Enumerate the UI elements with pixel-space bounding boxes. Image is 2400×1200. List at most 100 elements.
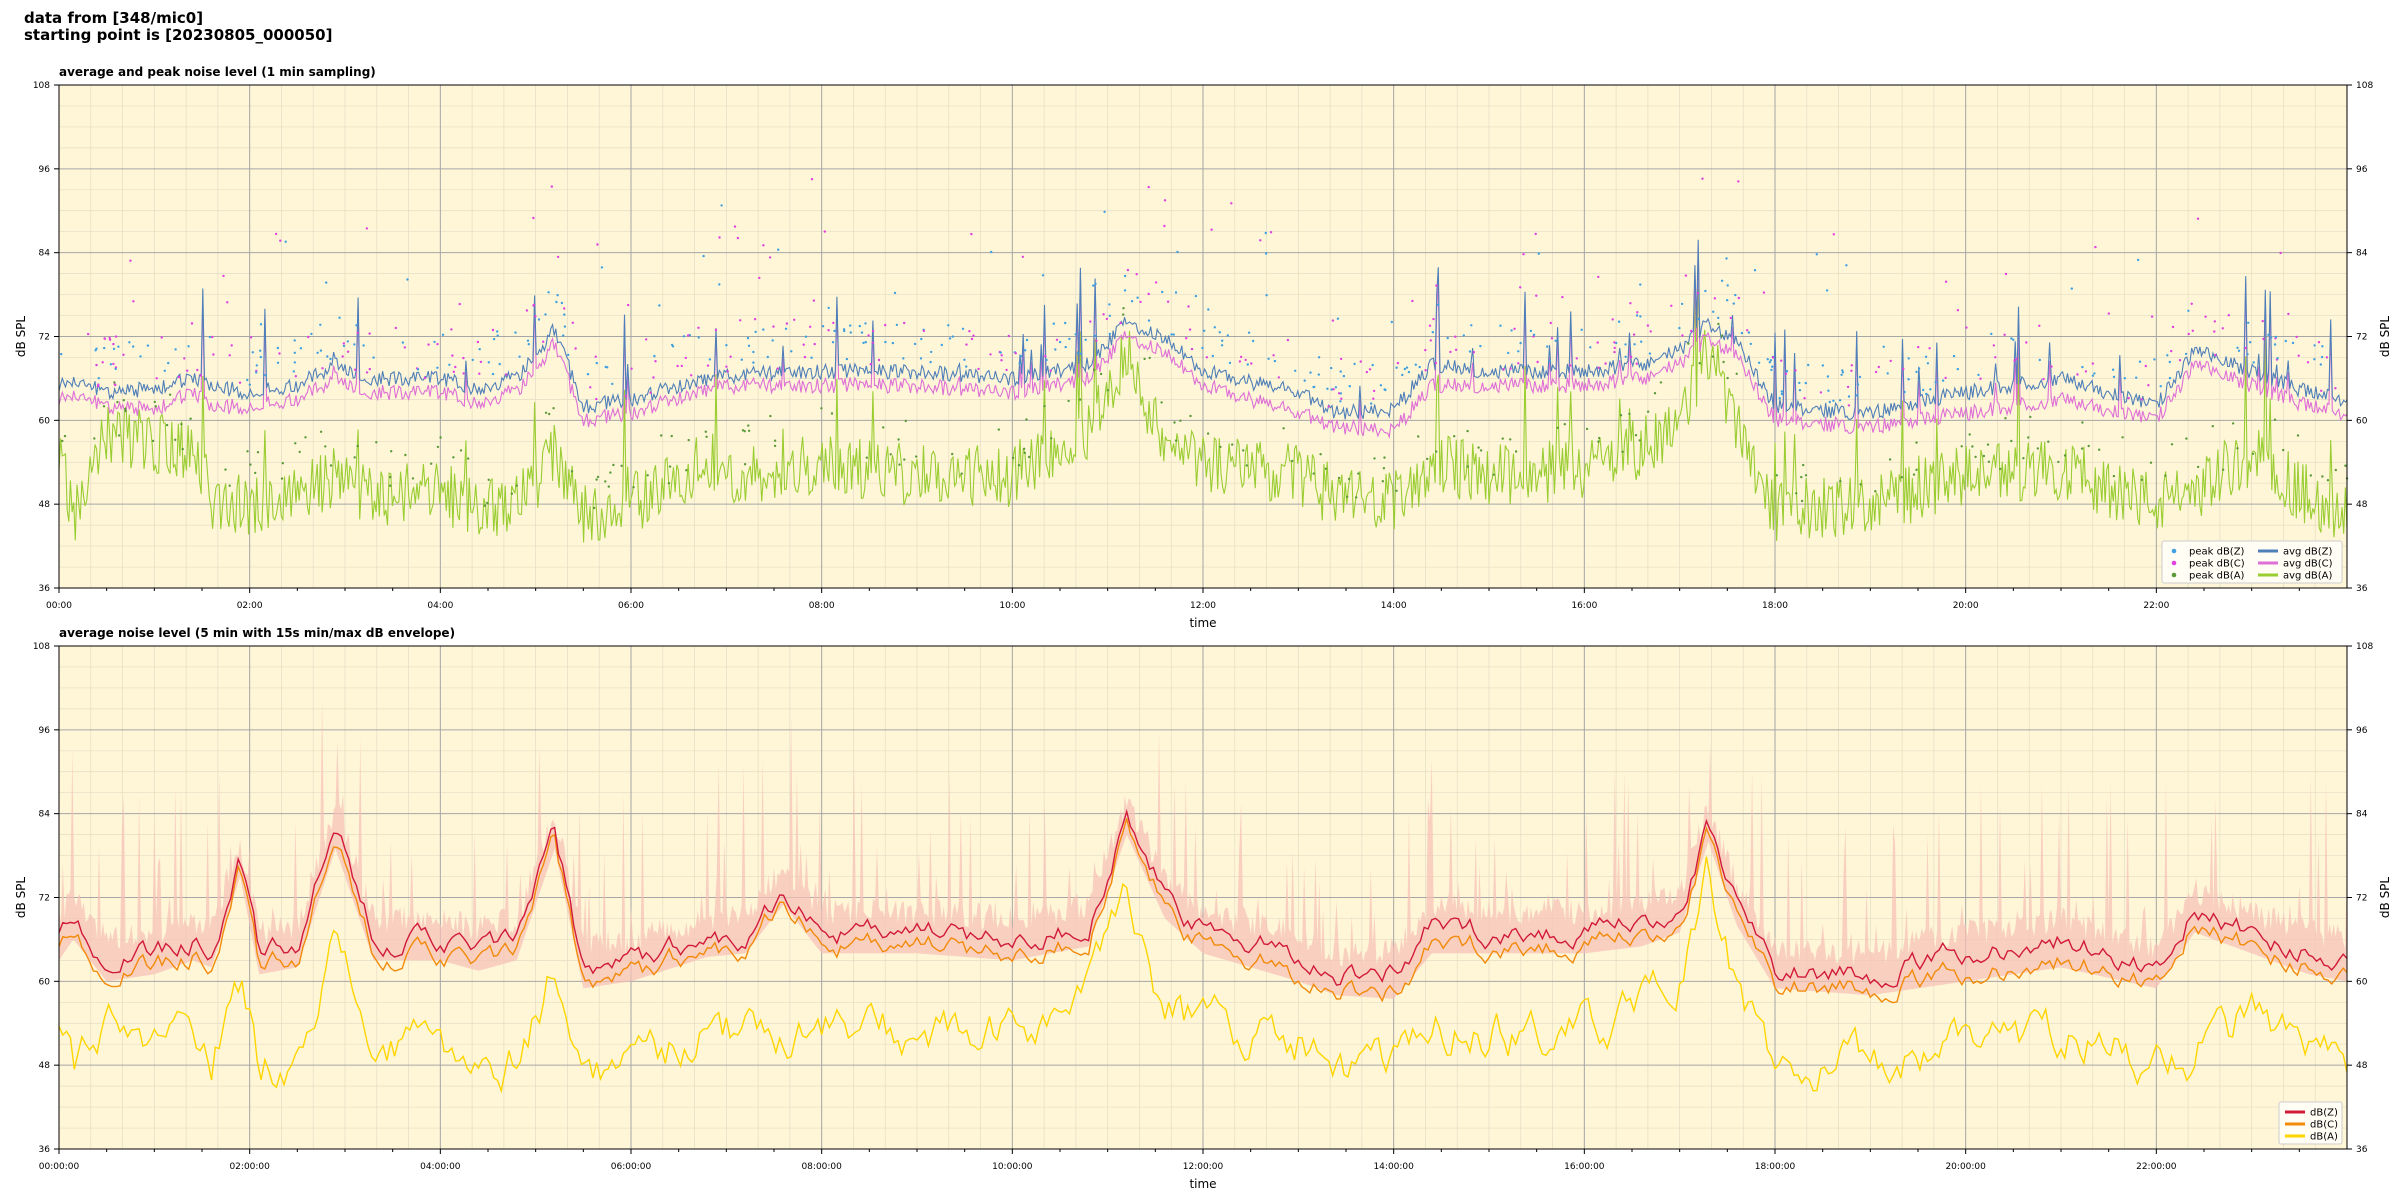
peak-dBC-point [1979,377,1982,380]
peak-dBA-point [2273,418,2277,421]
x-tick-label: 08:00 [809,601,835,611]
peak-dBZ-point [864,322,867,325]
peak-dBA-point [889,453,892,456]
legend: peak dB(Z) avg dB(Z) peak dB(C) avg dB(C) pe… [2161,540,2343,584]
peak-dBA-point [1231,443,1234,446]
y-tick-label: 72 [39,333,50,343]
peak-dBC-point [1696,292,1700,295]
peak-dBA-point [224,468,227,471]
peak-dBC-point [1889,359,1892,363]
peak-dBZ-point [718,283,721,286]
x-tick-label: 04:00 [427,601,453,611]
peak-dBA-point [113,381,116,384]
x-tick-label: 14:00:00 [1373,1162,1414,1172]
peak-dBZ-point [2136,258,2140,262]
peak-dBZ-point [1371,363,1374,367]
peak-dBC-point [596,243,599,246]
peak-dBA-point [2140,478,2143,481]
peak-dBC-point [1331,319,1335,322]
peak-dBC-point [394,326,397,330]
peak-dBZ-point [1615,341,1618,345]
y-tick-label: 96 [39,726,51,736]
peak-dBZ-point [1094,282,1097,285]
peak-dBC-point [525,309,529,312]
peak-dBZ-point [2321,345,2324,348]
peak-dBZ-point [1697,317,1701,321]
peak-dBC-point [753,318,757,321]
peak-dBA-point [2036,447,2040,450]
peak-dBC-point [1771,356,1775,359]
peak-dBA-point [1174,439,1178,442]
peak-dBA-point [467,457,470,460]
peak-dBZ-point [702,254,705,258]
peak-dBC-point [478,372,481,375]
peak-dBZ-point [1265,294,1268,297]
peak-dBZ-point [1064,345,1067,349]
peak-dBC-point [1154,281,1158,284]
peak-dBZ-point [1068,337,1071,341]
peak-dBC-point [458,302,461,306]
x-tick-label: 12:00:00 [1183,1162,1224,1172]
peak-dBZ-point [720,204,723,207]
peak-dBZ-point [1218,331,1222,334]
peak-dBA-point [116,400,119,404]
peak-dBZ-point [1977,373,1980,377]
peak-dBA-point [1915,468,1918,471]
peak-dBZ-point [930,350,933,354]
peak-dBC-point [1396,361,1400,365]
peak-dBC-point [654,360,657,363]
peak-dBA-point [2027,436,2030,439]
peak-dBZ-point [1815,253,1819,256]
peak-dBZ-point [940,343,943,347]
peak-dBZ-point [1446,336,1449,340]
y-tick-label: 108 [33,642,50,652]
peak-dBZ-point [248,383,251,386]
y-tick-label: 60 [39,977,51,987]
peak-dBZ-point [1395,366,1398,369]
peak-dBC-point [1105,317,1109,321]
peak-dBC-point [1794,369,1797,372]
peak-dBZ-point [329,357,332,361]
peak-dBC-point [758,276,761,280]
x-tick-label: 04:00:00 [420,1162,461,1172]
peak-dBZ-point [2267,333,2270,336]
peak-dBA-point [1915,441,1918,444]
peak-dBC-point [827,329,830,332]
peak-dBC-point [589,386,592,389]
peak-dBC-point [2147,384,2150,387]
peak-dBC-point [2213,330,2216,333]
peak-dBC-point [690,374,693,377]
peak-dBA-point [1653,392,1657,395]
peak-dBA-point [1022,447,1026,450]
chart-title: average and peak noise level (1 min samp… [59,65,376,79]
series-avg-dBA [58,275,2348,543]
peak-dBZ-point [1336,317,1340,320]
peak-dBC-point [108,338,112,341]
peak-dBZ-point [2273,343,2277,346]
peak-dBC-point [970,232,973,236]
peak-dBZ-point [299,347,303,350]
peak-dBA-point [1023,451,1026,455]
y-tick-label-right: 60 [2356,977,2368,987]
peak-dBZ-point [1309,371,1312,374]
peak-dBZ-point [1054,348,1057,351]
peak-dBA-point [1355,496,1358,499]
chart-panel-1: average and peak noise level (1 min samp… [14,65,2392,630]
peak-dBZ-point [2112,375,2116,379]
peak-dBC-point [1428,324,1432,327]
peak-dBC-point [1509,367,1512,370]
y-tick-label: 48 [39,1061,51,1071]
peak-dBZ-point [448,363,451,366]
peak-dBC-point [1681,334,1684,337]
peak-dBC-point [346,350,350,353]
peak-dBZ-point [1170,333,1173,336]
peak-dBC-point [1095,339,1098,342]
peak-dBA-point [897,438,900,441]
peak-dBZ-point [316,351,319,354]
peak-dBZ-point [537,318,541,321]
peak-dBZ-point [2153,358,2156,361]
peak-dBC-point [1049,369,1052,372]
peak-dBC-point [1956,309,1960,312]
peak-dBZ-point [2012,338,2015,341]
peak-dBZ-point [1136,296,1139,299]
